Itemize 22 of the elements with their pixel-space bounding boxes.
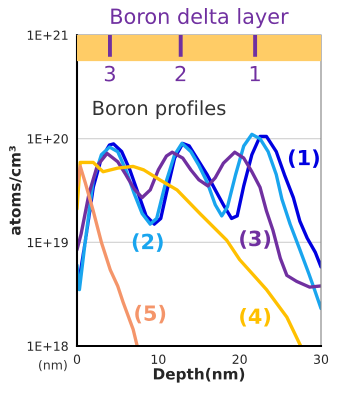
series-label: (1): [288, 149, 319, 168]
y-tick-label: 1E+19: [28, 238, 68, 248]
series-label: (4): [240, 308, 270, 327]
x-tick-label: 20: [232, 354, 247, 364]
chart-title: Boron delta layer: [111, 8, 289, 28]
annotation: 3: [104, 66, 115, 82]
annotation: Boron profiles: [94, 100, 226, 120]
x-tick-label: 30: [314, 354, 328, 364]
series-label: (5): [135, 304, 166, 324]
series-label: (3): [240, 230, 270, 249]
y-tick-label: 1E+18: [28, 341, 68, 351]
annotation: 2: [176, 66, 186, 82]
line-series: [77, 150, 321, 289]
series-label: (2): [132, 233, 163, 252]
y-axis-title: atoms/cm³: [9, 146, 22, 236]
x-tick-label: 0: [74, 354, 80, 364]
x-axis-title: Depth(nm): [154, 368, 244, 383]
x-tick-label: 10: [152, 354, 166, 364]
y-tick-label: 1E+20: [28, 134, 68, 144]
text: (nm): [39, 360, 67, 372]
y-tick-label: 1E+21: [28, 30, 68, 40]
annotation: 1: [250, 66, 260, 82]
